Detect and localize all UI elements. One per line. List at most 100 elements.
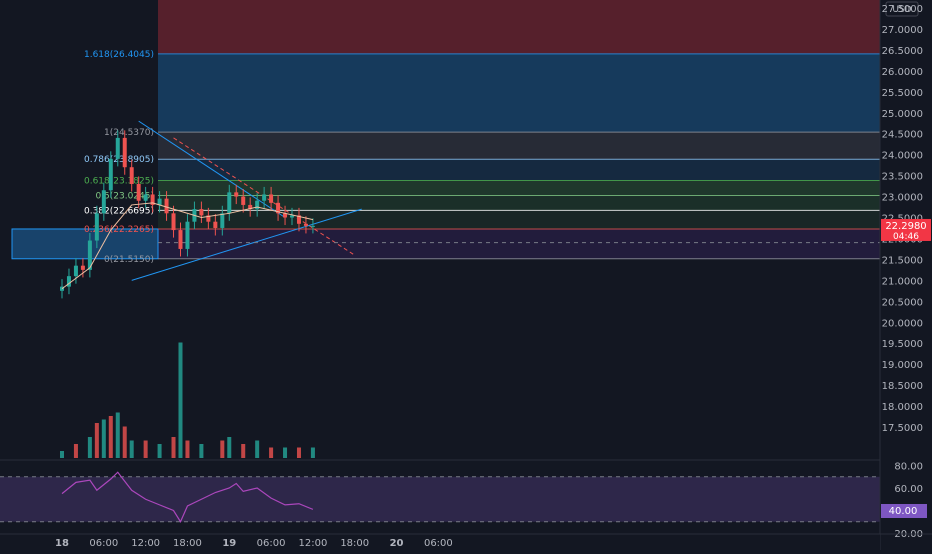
- candle: [101, 190, 106, 214]
- price-tick-label: 24.0000: [882, 151, 923, 162]
- price-tick-label: 19.0000: [882, 360, 923, 371]
- candle: [66, 276, 71, 287]
- fib-zone: [158, 228, 880, 259]
- fib-zone: [158, 195, 880, 211]
- candle: [143, 194, 148, 201]
- volume-bar: [94, 423, 99, 458]
- candle: [220, 213, 225, 228]
- time-tick-label: 12:00: [299, 538, 328, 549]
- volume-bar: [101, 419, 106, 458]
- candle: [164, 198, 169, 214]
- fib-zone: [158, 132, 880, 160]
- currency-badge: [885, 1, 919, 17]
- volume-bar: [283, 447, 288, 458]
- price-tick-label: 26.5000: [882, 46, 923, 57]
- volume-bar: [269, 447, 274, 458]
- candle: [87, 240, 92, 270]
- volume-bar: [185, 440, 190, 458]
- candle: [171, 213, 176, 231]
- candle: [241, 196, 246, 205]
- price-tick-label: 23.0000: [882, 193, 923, 204]
- candle: [310, 225, 315, 227]
- volume-bar: [108, 416, 113, 458]
- candle: [178, 230, 183, 249]
- last-price-tag: [881, 218, 931, 241]
- volume-bar: [60, 451, 64, 458]
- price-tick-label: 23.5000: [882, 172, 923, 183]
- volume-bar: [296, 447, 301, 458]
- price-tick-label: 20.0000: [882, 318, 923, 329]
- time-tick-label: 06:00: [257, 538, 286, 549]
- candle: [290, 215, 295, 218]
- volume-bar: [255, 440, 260, 458]
- fib-level-label: 0.786(23.8905): [84, 155, 154, 165]
- rsi-tick-label: 80.00: [894, 462, 923, 473]
- fib-level-label: 0.618(23.3825): [84, 177, 154, 187]
- candle: [150, 194, 155, 205]
- candle: [213, 221, 218, 228]
- candle: [185, 221, 190, 249]
- fib-level-label: 1.618(26.4045): [84, 50, 154, 60]
- fib-zone: [158, 53, 880, 133]
- price-tick-label: 20.5000: [882, 297, 923, 308]
- fib-level-label: 0.5(23.0245): [95, 192, 154, 202]
- last-price-value: 22.2980: [885, 221, 926, 232]
- volume-bar: [178, 342, 183, 458]
- candle: [108, 158, 113, 191]
- time-tick-label: 20: [390, 538, 404, 549]
- price-tick-label: 27.5000: [882, 4, 923, 15]
- rsi-value-tag: [881, 504, 927, 518]
- fib-level-label: 1(24.5370): [104, 128, 154, 138]
- price-tick-label: 21.5000: [882, 255, 923, 266]
- rsi-tick-label: 60.00: [894, 484, 923, 495]
- price-tick-label: 21.0000: [882, 276, 923, 287]
- price-tick-label: 24.5000: [882, 130, 923, 141]
- price-tick-label: 18.0000: [882, 402, 923, 413]
- candle: [283, 213, 288, 218]
- fib-zone: [158, 180, 880, 196]
- candle: [234, 192, 239, 197]
- time-tick-label: 12:00: [131, 538, 160, 549]
- moving-average-line: [61, 202, 314, 290]
- candle: [276, 202, 281, 214]
- volume-bar: [227, 437, 232, 458]
- fib-left-box: [11, 228, 159, 260]
- fib-level-label: 0(21.5150): [104, 255, 154, 265]
- candle: [296, 215, 301, 224]
- candle: [255, 200, 260, 210]
- fib-zone: [158, 210, 880, 229]
- candle: [122, 137, 127, 168]
- candle: [157, 198, 162, 205]
- candle: [129, 167, 134, 184]
- fib-level-label: 0.382(22.6695): [84, 206, 154, 216]
- volume-bar: [115, 412, 120, 458]
- fib-zone: [158, 159, 880, 181]
- volume-bar: [241, 444, 246, 458]
- price-tick-label: 18.5000: [882, 381, 923, 392]
- price-tick-label: 25.5000: [882, 88, 923, 99]
- price-tick-label: 19.5000: [882, 339, 923, 350]
- volume-bar: [73, 444, 78, 458]
- candle: [227, 192, 232, 214]
- candle: [248, 204, 253, 210]
- volume-bar: [87, 437, 92, 458]
- rsi-value-label: 40.00: [889, 506, 918, 517]
- time-tick-label: 19: [222, 538, 236, 549]
- time-tick-label: 18:00: [340, 538, 369, 549]
- volume-bar: [157, 444, 162, 458]
- candle: [303, 223, 308, 226]
- fib-zone: [158, 0, 880, 54]
- time-tick-label: 06:00: [89, 538, 118, 549]
- price-tick-label: 26.0000: [882, 67, 923, 78]
- candle: [136, 183, 141, 201]
- candle: [80, 265, 85, 270]
- last-price-countdown: 04:46: [893, 232, 919, 242]
- time-tick-label: 18:00: [173, 538, 202, 549]
- price-axis-panel: [880, 0, 932, 550]
- candle: [115, 137, 120, 159]
- rsi-band: [0, 476, 880, 522]
- time-tick-label: 06:00: [424, 538, 453, 549]
